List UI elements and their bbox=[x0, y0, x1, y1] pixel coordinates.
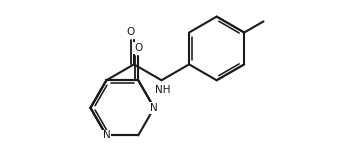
Text: NH: NH bbox=[155, 85, 170, 95]
Text: N: N bbox=[103, 130, 110, 140]
Text: O: O bbox=[134, 43, 142, 53]
Text: N: N bbox=[150, 103, 158, 113]
Text: O: O bbox=[126, 27, 135, 37]
